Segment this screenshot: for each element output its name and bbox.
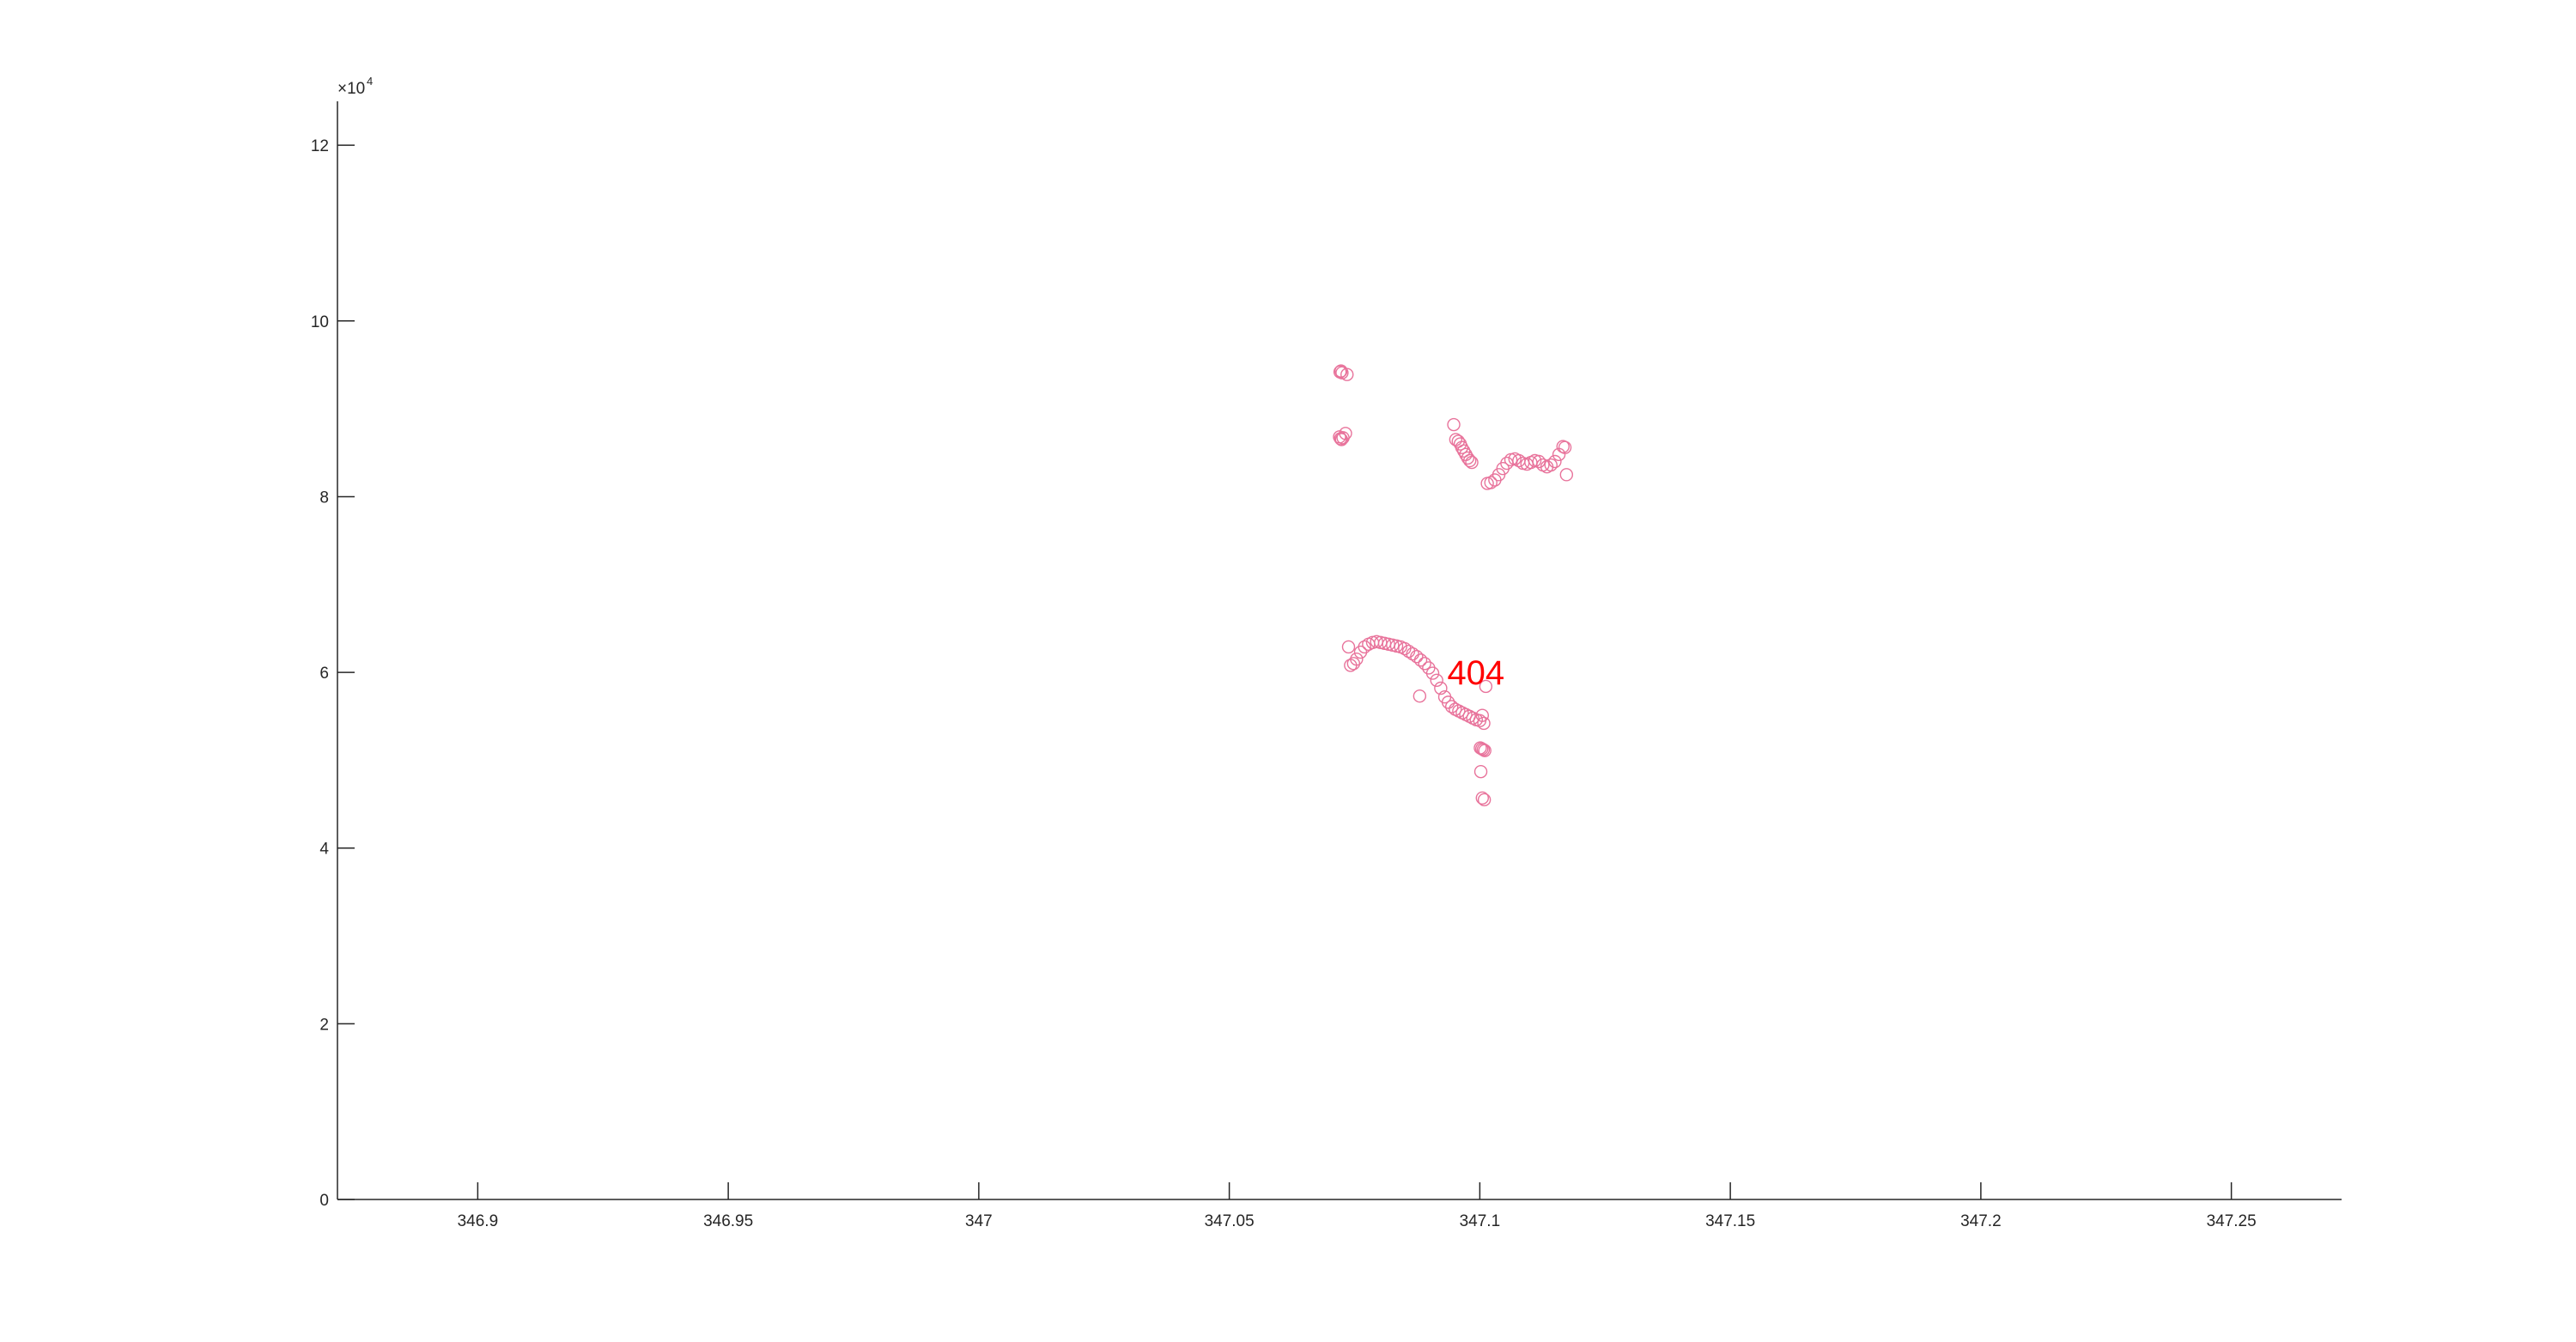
data-point [1479, 679, 1493, 694]
data-point [1477, 716, 1491, 731]
y-axis-exponent: ×10 4 [337, 75, 373, 98]
data-point [1559, 468, 1574, 482]
data-point [1340, 367, 1354, 381]
data-point [1447, 417, 1461, 432]
x-tick-label: 347.25 [2207, 1212, 2257, 1230]
x-tick-label: 347.15 [1705, 1212, 1755, 1230]
y-tick-label: 12 [311, 137, 329, 155]
y-tick-label: 0 [319, 1192, 329, 1210]
x-tick-label: 346.9 [458, 1212, 499, 1230]
data-point [1558, 440, 1572, 454]
y-tick-label: 4 [319, 841, 329, 859]
data-point [1445, 700, 1459, 714]
data-point [1475, 708, 1489, 722]
data-point [1473, 765, 1488, 779]
data-point [1461, 451, 1475, 465]
y-tick-label: 8 [319, 489, 329, 507]
data-point [1413, 689, 1427, 703]
annotation-label: 404 [1447, 654, 1504, 692]
data-point [1413, 653, 1428, 667]
data-point [1475, 742, 1489, 756]
data-point [1488, 473, 1502, 487]
axes [337, 101, 2342, 1200]
data-point [1350, 653, 1364, 666]
scatter-points [1333, 364, 1574, 807]
data-point [1434, 681, 1448, 695]
x-tick-label: 346.95 [703, 1212, 753, 1230]
y-exponent-power: 4 [367, 75, 373, 88]
y-tick-label: 2 [319, 1016, 329, 1034]
data-point [1512, 453, 1526, 468]
x-tick-label: 347.2 [1960, 1212, 2002, 1230]
y-tick-label: 10 [311, 313, 329, 331]
data-point [1475, 791, 1489, 805]
data-point [1548, 454, 1562, 469]
data-point [1476, 743, 1491, 756]
x-tick-label: 347.1 [1460, 1212, 1501, 1230]
data-point [1358, 640, 1371, 654]
data-point [1457, 444, 1471, 458]
data-point [1478, 744, 1492, 757]
x-tick-label: 347.05 [1205, 1212, 1255, 1230]
data-point [1544, 458, 1558, 472]
data-point [1339, 427, 1352, 440]
y-axis-ticks: 0 2 4 6 8 10 12 [311, 137, 355, 1210]
data-point [1477, 792, 1492, 807]
data-point [1441, 695, 1455, 709]
data-point [1463, 453, 1477, 468]
data-point [1410, 649, 1424, 664]
data-point [1465, 455, 1479, 470]
data-point [1455, 440, 1469, 454]
data-point [1484, 476, 1498, 489]
data-point [1418, 657, 1431, 671]
data-point [1346, 657, 1361, 671]
x-axis-ticks: 346.9 346.95 347 347.05 347.1 347.15 347.2 347.… [458, 1182, 2257, 1230]
data-point [1451, 434, 1465, 448]
data-point [1425, 666, 1440, 680]
data-point [1341, 640, 1356, 654]
data-point [1353, 645, 1368, 659]
data-point [1430, 673, 1443, 687]
x-tick-label: 347 [965, 1212, 993, 1230]
y-tick-label: 6 [319, 665, 329, 683]
y-exponent-base: ×10 [337, 80, 365, 98]
